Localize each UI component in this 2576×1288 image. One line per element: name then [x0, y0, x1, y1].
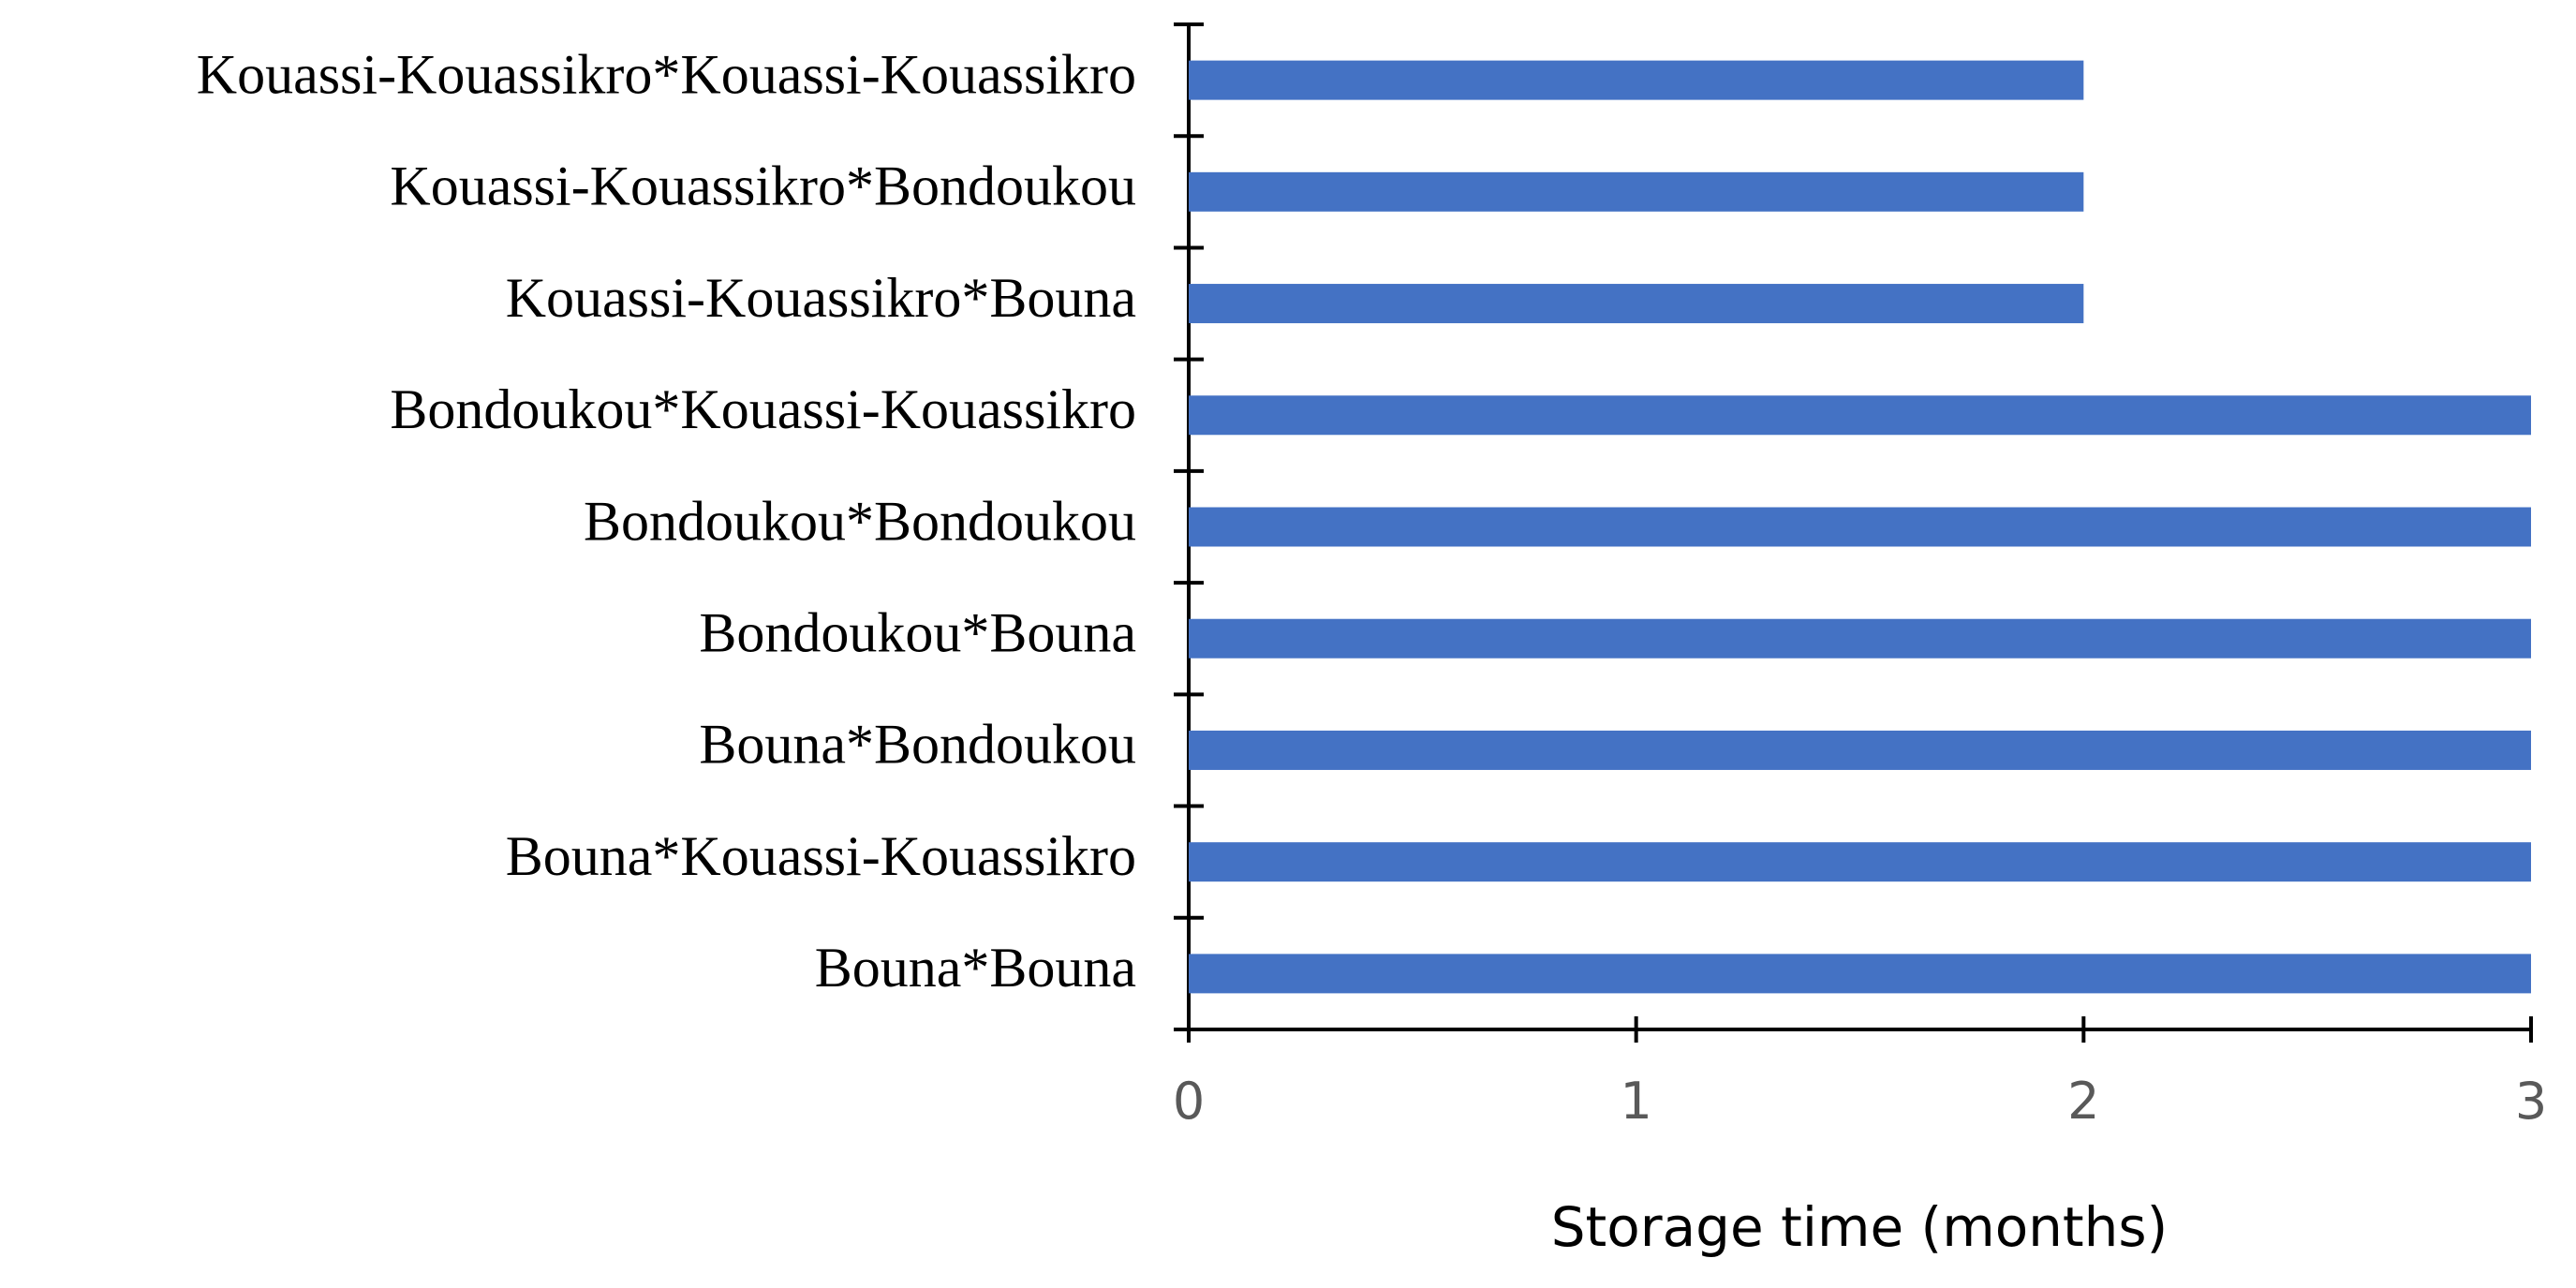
bar — [1189, 954, 2531, 994]
y-tick-label: Kouassi-Kouassikro*Bouna — [506, 267, 1136, 329]
y-tick-label: Bouna*Bondoukou — [699, 714, 1136, 776]
y-tick-label: Bondoukou*Bondoukou — [584, 490, 1136, 552]
y-tick-label: Bouna*Kouassi-Kouassikro — [506, 825, 1136, 887]
bar — [1189, 842, 2531, 882]
x-tick-label: 1 — [1620, 1072, 1651, 1131]
x-axis-label: Storage time (months) — [1551, 1195, 2169, 1259]
bar — [1189, 618, 2531, 659]
bar — [1189, 730, 2531, 770]
x-tick-label: 3 — [2515, 1072, 2547, 1131]
bar — [1189, 284, 2084, 324]
bar — [1189, 395, 2531, 436]
x-tick-label: 2 — [2067, 1072, 2099, 1131]
bar — [1189, 60, 2084, 100]
y-tick-label: Bondoukou*Bouna — [699, 601, 1136, 663]
y-tick-label: Kouassi-Kouassikro*Kouassi-Kouassikro — [197, 43, 1136, 105]
y-tick-label: Bondoukou*Kouassi-Kouassikro — [390, 378, 1136, 440]
y-tick-label: Kouassi-Kouassikro*Bondoukou — [390, 155, 1136, 217]
x-tick-label: 0 — [1173, 1072, 1205, 1131]
bar — [1189, 507, 2531, 547]
y-tick-label: Bouna*Bouna — [815, 937, 1136, 999]
bar — [1189, 171, 2084, 212]
